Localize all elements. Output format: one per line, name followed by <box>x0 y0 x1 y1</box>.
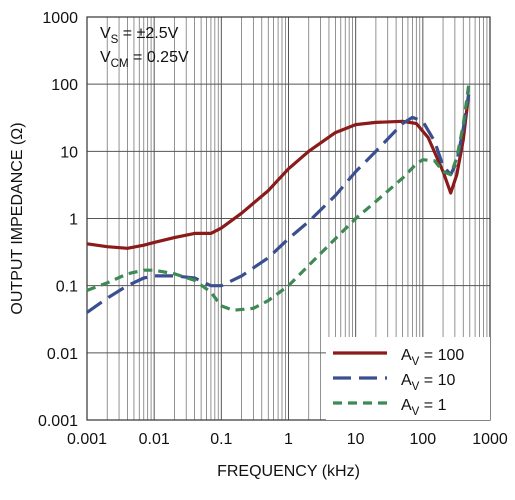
x-tick-label: 1 <box>284 431 293 448</box>
plot-frame <box>86 16 491 421</box>
x-tick-label: 0.01 <box>139 431 170 448</box>
legend-box <box>326 337 490 420</box>
x-axis-label: FREQUENCY (kHz) <box>217 463 360 480</box>
legend-label: AV = 100 <box>401 347 464 368</box>
y-tick-label: 1 <box>69 212 78 229</box>
x-tick-label: 10 <box>347 431 365 448</box>
y-tick-label: 1000 <box>42 10 78 27</box>
condition-annotation: VS = ±2.5V <box>100 25 179 46</box>
x-tick-label: 0.001 <box>67 431 107 448</box>
legend-label: AV = 10 <box>401 372 455 393</box>
series-line <box>86 94 471 250</box>
y-tick-label: 0.001 <box>38 413 78 430</box>
x-tick-label: 1000 <box>472 431 508 448</box>
legend-label: AV = 1 <box>401 397 447 418</box>
condition-annotation: VCM = 0.25V <box>100 49 189 70</box>
y-tick-label: 100 <box>51 77 78 94</box>
y-tick-label: 0.01 <box>47 346 78 363</box>
y-tick-label: 0.1 <box>56 279 78 296</box>
x-tick-label: 0.1 <box>210 431 232 448</box>
y-tick-label: 10 <box>60 144 78 161</box>
x-tick-label: 100 <box>409 431 436 448</box>
y-axis-label: OUTPUT IMPEDANCE (Ω) <box>9 122 26 314</box>
